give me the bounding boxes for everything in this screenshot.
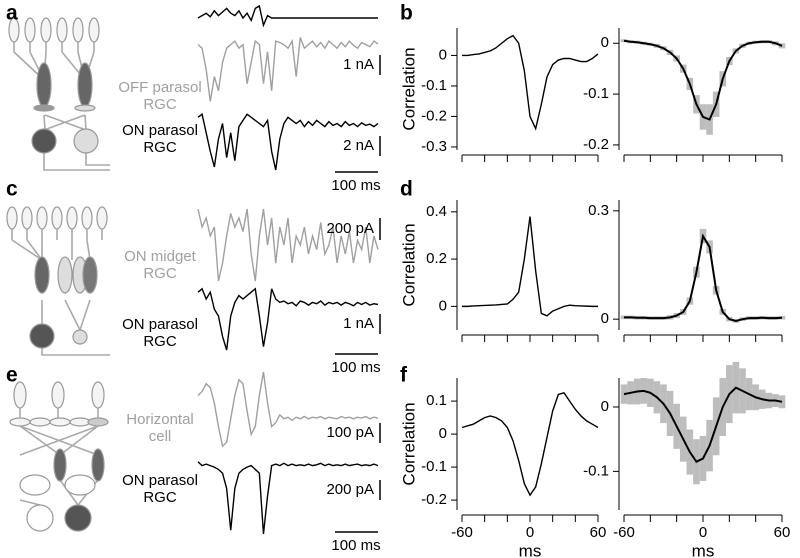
cell-label: RGC [143,333,177,350]
x-axis-title: ms [692,541,715,558]
trace [197,208,379,282]
cell-label: OFF parasol [118,79,201,96]
cell-label: ON midget [124,248,197,265]
y-axis-title: Correlation [399,47,418,130]
x-tick-label: 0 [526,524,534,541]
schematic-c [6,206,110,356]
y-tick-label: 0 [439,46,447,63]
cell-label: Horizontal [126,411,194,428]
trace [197,4,378,28]
time-scale-bar-label: 100 ms [331,537,380,554]
y-tick-label: 0.3 [588,202,609,219]
panel-label: e [6,364,18,387]
panel-label: a [6,2,18,25]
scale-bar-label: 100 pA [326,424,374,441]
y-tick-label: -0.2 [421,491,447,508]
time-scale-bar-label: 100 ms [331,177,380,194]
scale-bar-label: 1 nA [343,315,374,332]
y-tick-label: 0 [439,425,447,442]
trace [197,461,379,535]
correlation-line [623,39,783,121]
x-tick-label: 60 [774,524,791,541]
cell-label: ON parasol [122,472,198,489]
y-tick-label: 0.1 [426,392,447,409]
scale-bar-label: 200 pA [326,220,374,237]
correlation-line [461,392,599,497]
y-tick-label: -0.1 [421,458,447,475]
cell-label: RGC [143,96,177,113]
trace [197,287,379,351]
y-tick-label: 0 [601,34,609,51]
schematic-a [8,17,110,171]
panel-label: b [400,2,413,25]
scale-bar-label: 2 nA [343,137,374,154]
y-tick-label: -0.1 [583,462,609,479]
x-tick-label: 60 [590,524,607,541]
y-tick-label: 0 [601,310,609,327]
cell-label: RGC [143,489,177,506]
x-axis-title: ms [519,541,542,558]
y-tick-label: -0.2 [421,107,447,124]
scale-bar-label: 200 pA [326,481,374,498]
x-tick-label: 0 [699,524,707,541]
cell-label: RGC [143,139,177,156]
panel-label: f [400,364,408,387]
scale-bar-label: 1 nA [343,56,374,73]
correlation-line [462,34,599,131]
y-tick-label: 0.2 [426,250,447,267]
y-tick-label: 0 [439,297,447,314]
correlation-line [624,233,783,323]
correlation-line [623,386,783,463]
cell-label: RGC [143,265,177,282]
trace [197,112,379,171]
x-tick-label: -60 [451,524,473,541]
x-tick-label: -60 [613,524,635,541]
y-tick-label: 0.4 [426,203,447,220]
correlation-line [462,216,598,317]
trace [197,371,379,448]
cell-label: ON parasol [122,122,198,139]
y-tick-label: -0.1 [421,77,447,94]
panel-label: d [400,178,413,201]
y-axis-title: Correlation [399,402,418,485]
y-tick-label: -0.1 [583,85,609,102]
y-tick-label: -0.2 [583,136,609,153]
time-scale-bar-label: 100 ms [331,359,380,376]
panel-label: c [6,178,18,201]
cell-label: cell [149,428,172,445]
y-tick-label: -0.3 [421,138,447,155]
trace [197,37,379,102]
y-axis-title: Correlation [399,223,418,306]
cell-label: ON parasol [122,316,198,333]
schematic-e [9,381,109,532]
y-tick-label: 0 [601,398,609,415]
